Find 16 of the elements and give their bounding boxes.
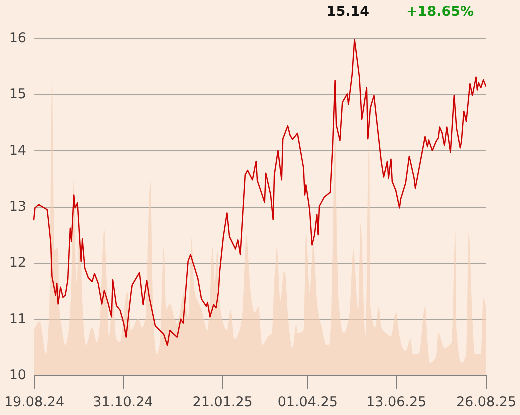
y-tick-label: 15 — [9, 86, 26, 103]
y-tick-label: 11 — [9, 311, 26, 328]
x-tick-label: 19.08.24 — [4, 394, 65, 410]
x-tick-label: 01.04.25 — [278, 394, 338, 410]
text: +18.65% — [406, 4, 475, 20]
y-tick-label: 12 — [9, 255, 26, 272]
y-tick-label: 14 — [9, 142, 26, 159]
x-tick-label: 21.01.25 — [192, 394, 253, 410]
x-tick-label: 26.08.25 — [456, 394, 517, 410]
line-series — [33, 39, 487, 346]
y-tick-label: 13 — [9, 199, 26, 215]
y-tick-label: 10 — [9, 368, 26, 384]
text: 15.14 — [326, 4, 370, 20]
x-tick-label: 13.06.25 — [366, 394, 427, 410]
y-tick-label: 16 — [9, 30, 26, 46]
x-tick-label: 31.10.24 — [93, 394, 154, 410]
